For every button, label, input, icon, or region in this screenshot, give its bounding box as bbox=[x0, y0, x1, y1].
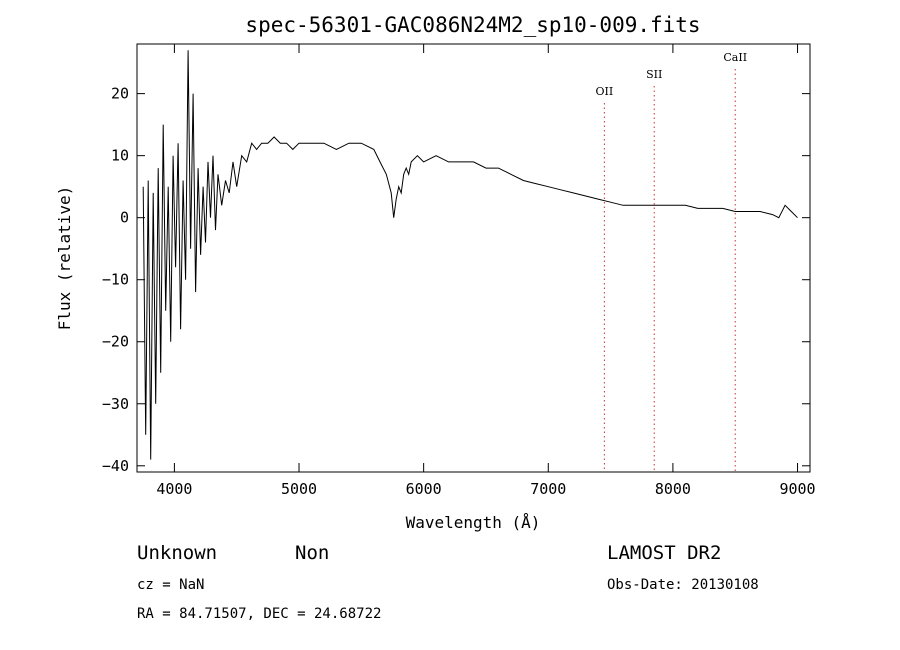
y-tick-label: −10 bbox=[102, 271, 129, 289]
y-axis-label: Flux (relative) bbox=[55, 186, 74, 331]
y-tick-label: −20 bbox=[102, 333, 129, 351]
spectrum-line bbox=[142, 50, 798, 460]
object-class: Unknown bbox=[137, 542, 217, 564]
x-axis-label: Wavelength (Å) bbox=[406, 513, 541, 532]
line-marker-label: SII bbox=[646, 68, 662, 81]
x-tick-label: 9000 bbox=[779, 480, 815, 498]
coordinates: RA = 84.71507, DEC = 24.68722 bbox=[137, 606, 381, 622]
line-marker-label: CaII bbox=[723, 51, 747, 64]
x-tick-label: 6000 bbox=[406, 480, 442, 498]
y-tick-label: 10 bbox=[111, 147, 129, 165]
survey-name: LAMOST DR2 bbox=[607, 542, 721, 564]
redshift-info: cz = NaN bbox=[137, 577, 204, 593]
y-tick-label: 0 bbox=[120, 209, 129, 227]
x-tick-label: 7000 bbox=[530, 480, 566, 498]
obs-date: Obs-Date: 20130108 bbox=[607, 577, 759, 593]
y-tick-label: −40 bbox=[102, 457, 129, 475]
plot-frame bbox=[136, 43, 811, 473]
y-tick-label: −30 bbox=[102, 395, 129, 413]
object-subclass: Non bbox=[295, 542, 329, 564]
line-marker-label: OII bbox=[596, 85, 614, 98]
x-tick-label: 5000 bbox=[281, 480, 317, 498]
x-tick-label: 4000 bbox=[156, 480, 192, 498]
x-tick-label: 8000 bbox=[655, 480, 691, 498]
y-tick-label: 20 bbox=[111, 85, 129, 103]
chart-title: spec-56301-GAC086N24M2_sp10-009.fits bbox=[245, 13, 700, 37]
